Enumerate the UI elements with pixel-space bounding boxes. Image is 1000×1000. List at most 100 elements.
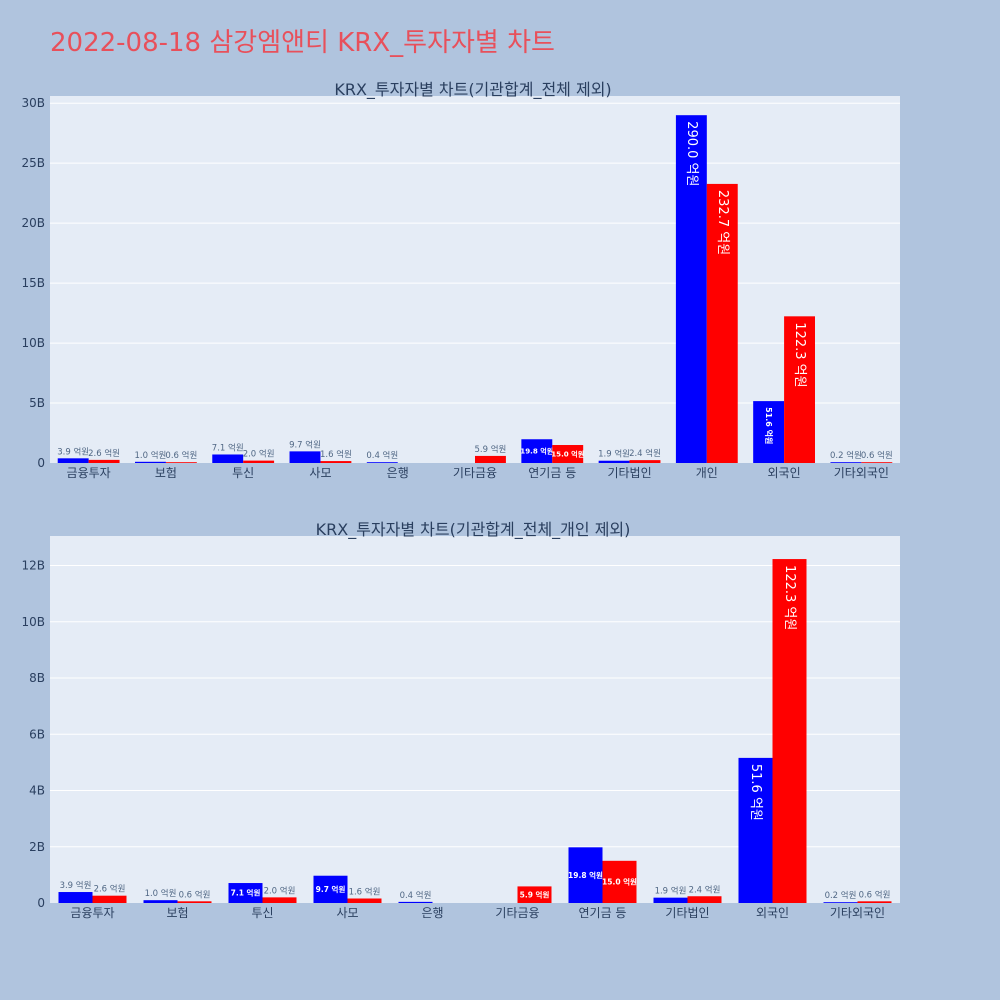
bar — [706, 183, 738, 463]
bar — [313, 875, 348, 903]
x-tick-label: 개인 — [696, 466, 718, 480]
y-tick-label: 0 — [37, 456, 45, 470]
x-tick-label: 연기금 등 — [528, 466, 576, 480]
x-tick-label: 기타법인 — [665, 906, 709, 920]
y-tick-label: 8B — [29, 671, 45, 685]
page-title: 2022-08-18 삼강엠앤티 KRX_투자자별 차트 — [50, 28, 555, 58]
bar — [58, 892, 93, 903]
x-tick-label: 보험 — [155, 466, 177, 480]
bar — [653, 897, 688, 903]
bar — [753, 401, 785, 463]
bar-data-label: 122.3 억원 — [782, 565, 797, 630]
bar-data-label: 0.6 억원 — [861, 450, 893, 461]
chart-2-excluding-individual: 0 2B 4B 6B 8B 10B 12B KRX_투자자별 차트(기관합계_전체_개인 제외… — [21, 520, 900, 920]
x-tick-label: 투신 — [232, 466, 254, 480]
bar-data-label: 3.9 억원 — [57, 446, 89, 457]
bar-data-label: 1.6 억원 — [320, 449, 352, 460]
bar — [823, 902, 858, 903]
x-tick-label: 연기금 등 — [579, 906, 627, 920]
y-tick-label: 10B — [21, 615, 45, 629]
bar-data-label: 7.1 억원 — [231, 888, 261, 898]
bar-data-label: 9.7 억원 — [316, 884, 346, 894]
bar-data-label: 2.6 억원 — [94, 884, 126, 895]
bar — [629, 460, 661, 463]
bar — [88, 459, 120, 463]
bar — [398, 901, 433, 903]
bar-data-label: 15.0 억원 — [551, 449, 584, 458]
y-tick-label: 5B — [29, 396, 45, 410]
bar — [521, 439, 553, 463]
bar-data-label: 0.6 억원 — [165, 450, 197, 461]
bar-data-label: 0.6 억원 — [179, 889, 211, 900]
bar-data-label: 19.8 억원 — [520, 447, 553, 456]
bar — [92, 895, 127, 903]
x-tick-label: 외국인 — [768, 466, 801, 480]
bar — [212, 454, 244, 463]
bar-data-label: 232.7 억원 — [715, 190, 730, 255]
bar — [243, 460, 275, 463]
bar-data-label: 2.0 억원 — [264, 885, 296, 896]
chart-1-all-investors: 0 5B 10B 15B 20B 25B 30B KRX_투자자별 차트(기관합계_전체 제외… — [21, 80, 900, 480]
x-tick-label: 금융투자 — [70, 906, 114, 920]
chart-subtitle: KRX_투자자별 차트(기관합계_전체_개인 제외) — [316, 520, 631, 540]
bar-data-label: 1.9 억원 — [598, 449, 630, 460]
bar-data-label: 1.0 억원 — [135, 450, 167, 461]
bar — [366, 462, 398, 463]
bar — [830, 462, 862, 463]
bar-data-label: 1.9 억원 — [655, 886, 687, 897]
x-tick-label: 보험 — [166, 906, 188, 920]
bar-data-label: 1.0 억원 — [145, 888, 177, 899]
x-tick-label: 외국인 — [756, 906, 789, 920]
bar — [861, 462, 893, 463]
bar-data-label: 1.6 억원 — [349, 887, 381, 898]
bar-data-label: 0.2 억원 — [830, 450, 862, 461]
y-tick-label: 20B — [21, 216, 45, 230]
bar — [57, 458, 89, 463]
bar-data-label: 9.7 억원 — [289, 439, 321, 450]
x-tick-label: 은행 — [387, 465, 409, 480]
bar — [738, 757, 773, 903]
bar-data-label: 2.4 억원 — [689, 884, 721, 895]
bar — [568, 847, 603, 903]
bar-data-label: 0.4 억원 — [400, 890, 432, 901]
x-tick-label: 기타금융 — [495, 906, 539, 920]
bar — [228, 883, 263, 903]
y-tick-label: 12B — [21, 559, 45, 573]
bar — [602, 860, 637, 903]
bar-data-label: 0.6 억원 — [859, 889, 891, 900]
bar-data-label: 51.6 억원 — [764, 407, 774, 444]
x-tick-label: 사모 — [309, 466, 331, 480]
x-tick-label: 사모 — [336, 906, 358, 920]
bar-data-label: 2.6 억원 — [88, 448, 120, 459]
bar — [552, 445, 584, 463]
bar-data-label: 5.9 억원 — [475, 444, 507, 455]
y-tick-label: 30B — [21, 96, 45, 110]
bar-data-label: 0.2 억원 — [825, 890, 857, 901]
bar-data-label: 7.1 억원 — [212, 442, 244, 453]
bar — [347, 898, 382, 903]
y-tick-label: 0 — [37, 896, 45, 910]
bar — [784, 316, 815, 463]
bar — [687, 896, 722, 903]
bar-data-label: 2.0 억원 — [243, 449, 275, 460]
bar-data-label: 290.0 억원 — [684, 121, 699, 186]
bar — [857, 901, 892, 903]
bar — [177, 901, 212, 903]
bar-data-label: 19.8 억원 — [568, 870, 603, 880]
x-tick-label: 기타법인 — [607, 466, 651, 480]
x-tick-label: 기타금융 — [453, 466, 497, 480]
bar — [262, 897, 297, 903]
bar — [675, 115, 707, 463]
bar-data-label: 2.4 억원 — [629, 448, 661, 459]
bar-data-label: 51.6 억원 — [748, 764, 763, 821]
y-tick-label: 10B — [21, 336, 45, 350]
bar-data-label: 5.9 억원 — [520, 889, 550, 899]
y-tick-label: 4B — [29, 784, 45, 798]
x-tick-label: 은행 — [421, 905, 443, 920]
x-tick-label: 투신 — [251, 906, 273, 920]
bar — [475, 455, 506, 463]
bar — [143, 900, 178, 903]
chart-subtitle: KRX_투자자별 차트(기관합계_전체 제외) — [334, 80, 611, 100]
y-tick-label: 25B — [21, 156, 45, 170]
